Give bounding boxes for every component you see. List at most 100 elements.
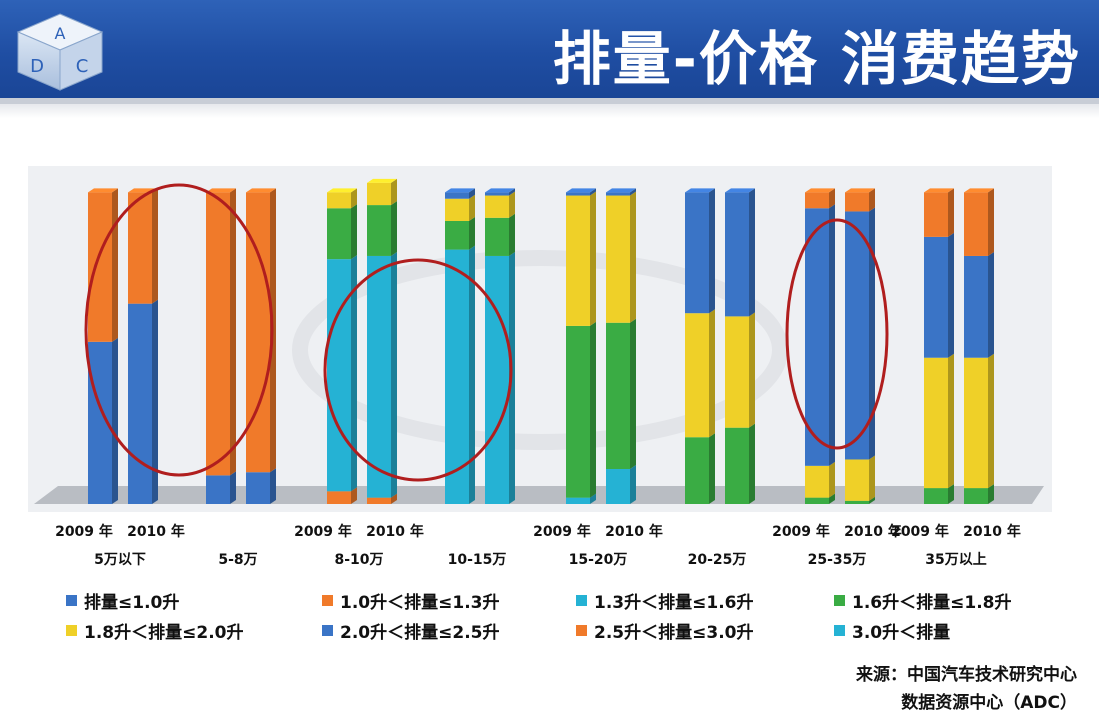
bar-segment-side [709,309,715,438]
bar-segment [805,208,829,466]
bar-segment-side [351,204,357,260]
price-group-label: 10-15万 [448,552,507,568]
legend-swatch-icon [322,595,333,606]
year-tick-label: 2010 年 [844,523,902,540]
bar-segment-side [869,207,875,460]
bar-segment-side [948,484,954,504]
bar-segment [924,357,948,489]
bar-segment [805,192,829,209]
bar-segment-side [230,471,236,504]
bar-top [606,188,636,193]
bar-segment [805,465,829,498]
price-group-label: 25-35万 [808,552,867,568]
bar-top [445,188,475,193]
bar-segment-side [391,178,397,206]
legend-swatch-icon [576,595,587,606]
bar-segment [606,469,630,504]
bar-segment-side [988,353,994,489]
bar-segment [606,322,630,470]
bar-segment [128,303,152,504]
svg-text:C: C [76,56,89,77]
bar-segment-side [152,299,158,504]
bar-segment-side [590,493,596,504]
price-group-label: 15-20万 [569,552,628,568]
highlight-ellipse [323,258,513,482]
bar-segment [367,497,391,504]
bar-segment [964,488,988,504]
bar-segment [964,357,988,489]
highlight-ellipse [84,183,274,477]
legend-swatch-icon [834,625,845,636]
bar-segment-side [351,255,357,492]
bar-segment-side [469,216,475,250]
bar-segment-side [869,188,875,212]
bar-segment [367,255,391,498]
bar-segment [964,192,988,256]
chart-floor [34,486,1044,504]
price-group-label: 8-10万 [334,552,383,568]
header-shadow [0,104,1099,118]
bar-segment [327,192,351,209]
bar-segment-side [152,188,158,304]
year-tick-label: 2009 年 [772,523,830,540]
highlight-ellipse [785,218,889,450]
page-title: 排量-价格 消费趋势 [552,25,1081,93]
bar-segment-side [509,213,515,256]
bar-segment-side [112,188,118,342]
bar-segment [367,182,391,206]
legend-label: 3.0升＜排量 [852,623,951,643]
legend-swatch-icon [66,595,77,606]
bar-top [964,188,994,193]
price-group-label: 5万以下 [94,552,146,568]
price-group-label: 20-25万 [688,552,747,568]
bar-segment-side [988,188,994,256]
bar-segment-side [230,188,236,476]
bar-segment-side [948,232,954,358]
bar-segment [845,459,869,501]
bar-segment-side [351,188,357,209]
bar-segment-side [351,487,357,504]
bar-segment-side [749,312,755,428]
bar-segment [445,198,469,221]
bar-segment-side [988,484,994,504]
svg-text:A: A [55,24,66,43]
bar-segment [327,259,351,492]
legend-swatch-icon [834,595,845,606]
bar-segment [128,192,152,304]
bar-segment-side [749,423,755,504]
bar-segment [845,192,869,212]
bar-top [685,188,715,193]
bar-top [246,188,276,193]
legend-label: 1.0升＜排量≤1.3升 [340,593,500,613]
bar-segment [485,217,509,256]
bar-segment [367,205,391,256]
year-tick-label: 2010 年 [127,523,185,540]
bar-segment-side [469,188,475,199]
svg-text:D: D [30,56,44,77]
chart-background [28,166,1052,512]
bar-segment [566,192,590,196]
bar-segment [566,497,590,504]
legend-label: 2.0升＜排量≤2.5升 [340,623,500,643]
bar-segment-side [469,245,475,504]
bar-top [845,188,875,193]
bar-top [367,178,397,183]
bar-top [327,188,357,193]
adc-logo-icon: A D C [16,13,104,91]
bar-segment-side [709,433,715,504]
legend-label: 1.3升＜排量≤1.6升 [594,593,754,613]
bar-segment [924,192,948,237]
legend-item: 1.3升＜排量≤1.6升 [576,588,753,613]
bar-segment-side [829,204,835,466]
bar-segment [924,488,948,504]
bar-segment-side [988,251,994,358]
bar-segment [725,427,749,504]
year-tick-label: 2009 年 [891,523,949,540]
year-tick-label: 2009 年 [533,523,591,540]
bar-segment-side [829,188,835,209]
legend-label: 2.5升＜排量≤3.0升 [594,623,754,643]
price-group-label: 35万以上 [925,552,986,568]
watermark-ellipse [292,250,788,450]
bar-segment-side [391,201,397,256]
